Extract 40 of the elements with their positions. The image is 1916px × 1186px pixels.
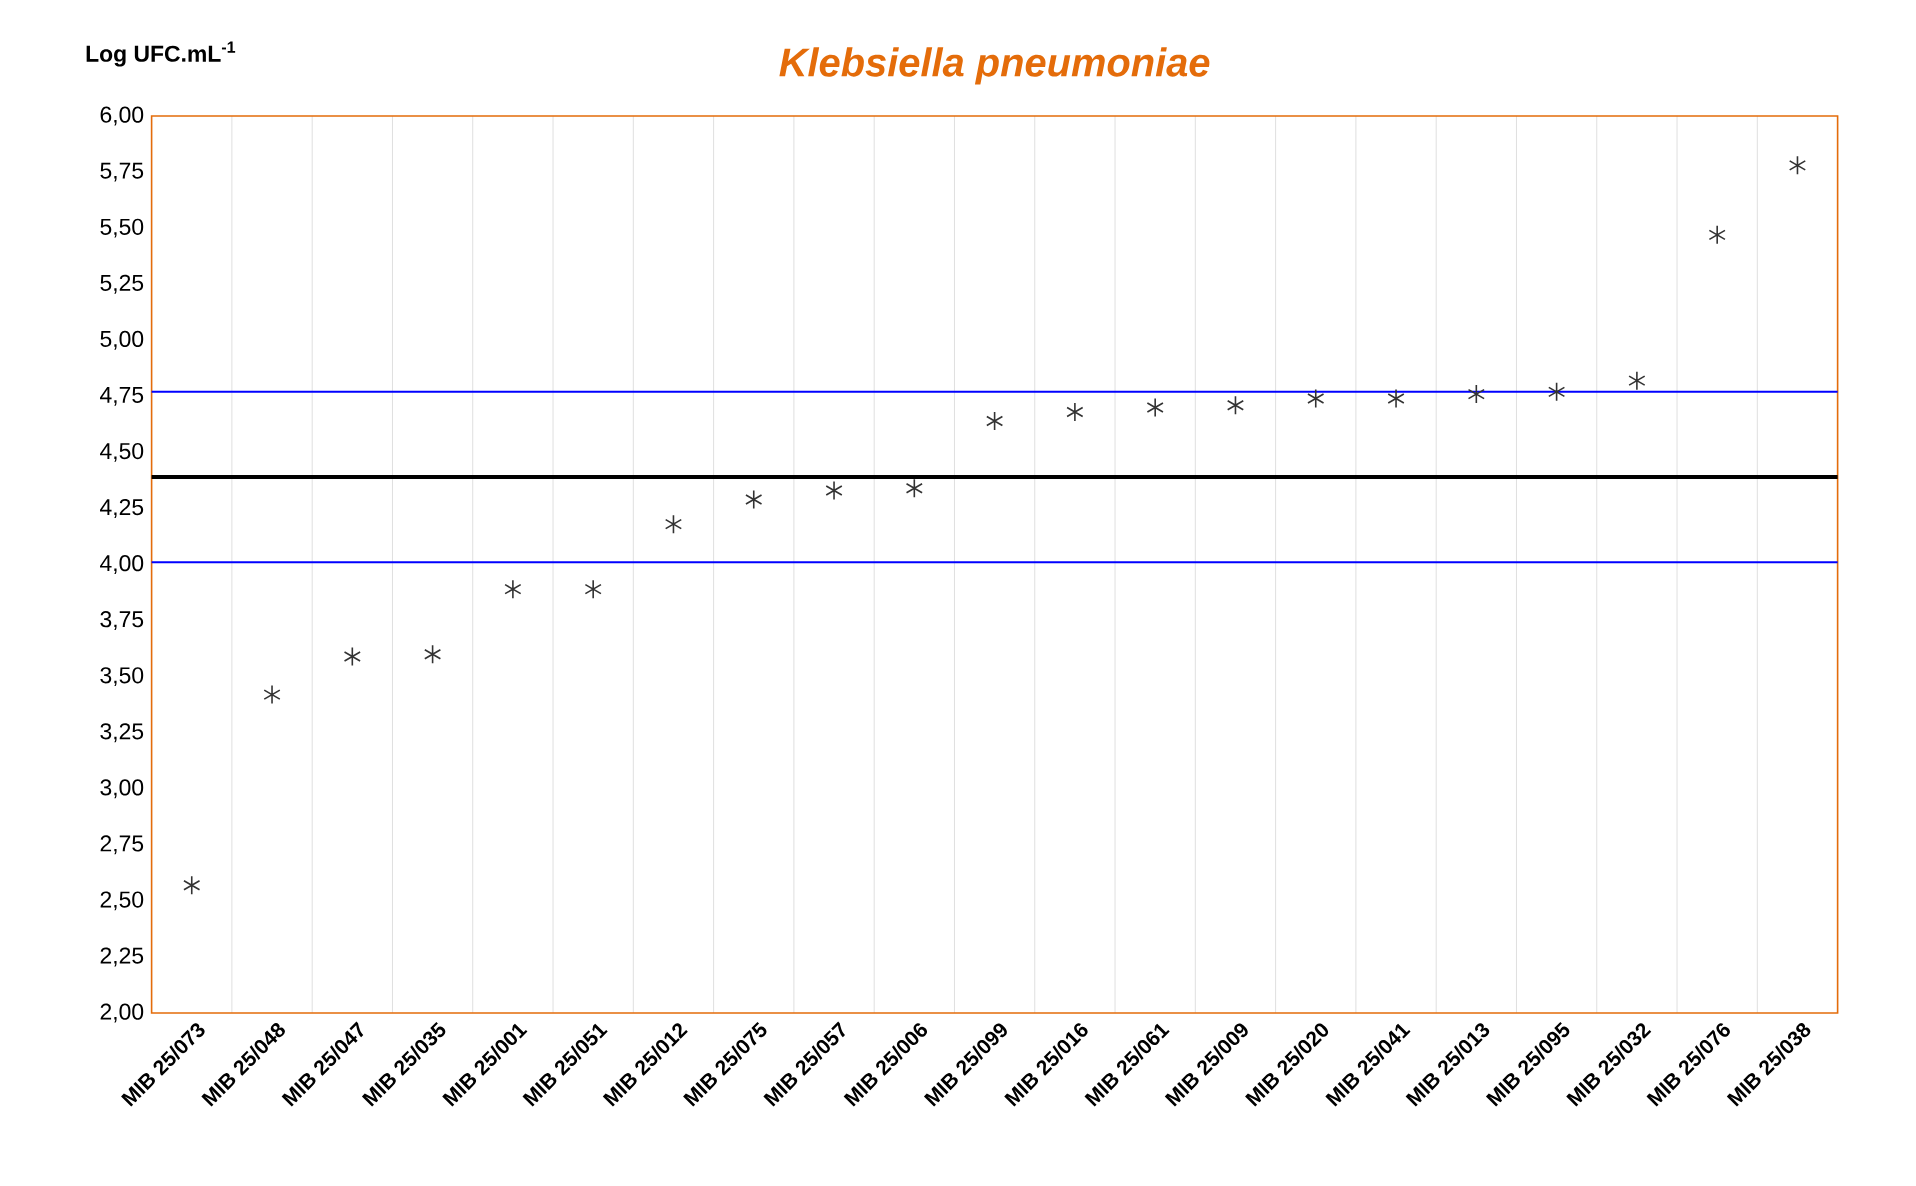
point <box>1628 370 1646 391</box>
point <box>664 514 683 534</box>
point <box>343 646 361 667</box>
point <box>825 480 843 501</box>
point <box>263 684 281 705</box>
point <box>584 579 602 599</box>
y-tick-label: 2,25 <box>100 947 144 967</box>
y-tick-label: 2,75 <box>100 835 144 855</box>
y-tick-label: 4,75 <box>100 386 144 406</box>
point <box>1387 388 1405 409</box>
point <box>1066 402 1084 422</box>
point <box>905 478 923 499</box>
point <box>1708 225 1726 245</box>
point <box>1307 388 1325 409</box>
point <box>1146 397 1164 418</box>
point <box>183 875 201 895</box>
y-tick-label: 3,00 <box>100 779 144 799</box>
point <box>1788 155 1807 176</box>
point <box>1226 395 1245 416</box>
y-tick-label: 3,75 <box>100 611 144 631</box>
point <box>745 489 763 510</box>
y-tick-label: 5,50 <box>100 218 144 238</box>
y-tick-label: 4,50 <box>100 442 144 462</box>
chart-title: Klebsiella pneumoniae <box>779 47 1210 85</box>
y-tick-label: 4,25 <box>100 498 144 518</box>
y-tick-label: 6,00 <box>100 106 144 126</box>
y-tick-label: 5,75 <box>100 162 144 182</box>
point <box>986 411 1004 431</box>
y-tick-label: 3,25 <box>100 723 144 743</box>
point <box>1548 382 1566 402</box>
y-tick-label: 4,00 <box>100 555 144 574</box>
y-tick-label: 2,00 <box>100 1003 144 1023</box>
point <box>1467 384 1485 404</box>
y-axis-title: Log UFC.mL$^{-1}$ <box>86 41 236 67</box>
y-tick-label: 5,00 <box>100 330 144 350</box>
point <box>504 579 522 599</box>
y-tick-label: 3,50 <box>100 667 144 687</box>
y-tick-label: 5,25 <box>100 274 144 294</box>
point <box>424 644 442 665</box>
y-tick-label: 2,50 <box>100 891 144 911</box>
